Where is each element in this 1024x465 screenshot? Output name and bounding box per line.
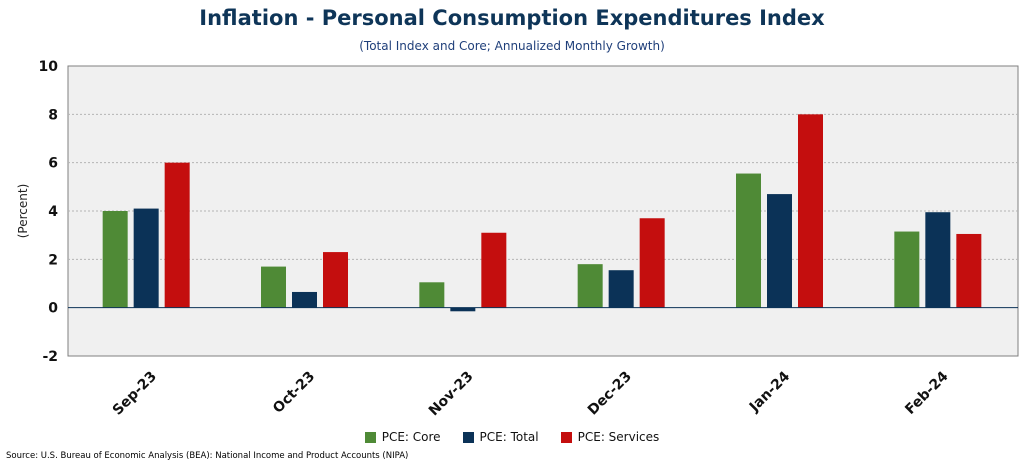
legend-swatch-core (364, 431, 376, 443)
bar-pce-core-dec-23 (577, 264, 603, 308)
x-tick-label: Nov-23 (426, 368, 477, 419)
bar-pce-total-nov-23 (450, 307, 476, 312)
bar-pce-total-jan-24 (767, 194, 792, 308)
bar-pce-total-dec-23 (608, 270, 634, 308)
bar-pce-core-feb-24 (894, 231, 920, 308)
bar-pce-total-oct-23 (292, 291, 317, 308)
bar-pce-core-oct-23 (261, 266, 286, 308)
bar-pce-services-oct-23 (323, 252, 348, 308)
legend-label-core: PCE: Core (381, 430, 441, 444)
legend-label-total: PCE: Total (479, 430, 539, 444)
x-tick-label: Oct-23 (270, 368, 318, 416)
bar-pce-services-feb-24 (956, 233, 982, 308)
legend-item-services: PCE: Services (560, 430, 660, 444)
y-tick-label: 10 (39, 59, 59, 75)
y-tick-label: 8 (48, 107, 58, 123)
bar-pce-core-jan-24 (736, 173, 761, 308)
y-axis-label: (Percent) (16, 184, 30, 239)
y-tick-label: 4 (48, 204, 58, 220)
legend: PCE: Core PCE: Total PCE: Services (0, 430, 1024, 444)
y-tick-label: 6 (48, 156, 58, 172)
bar-pce-services-sep-23 (164, 162, 190, 308)
x-tick-label: Jan-24 (746, 368, 793, 415)
chart-subtitle: (Total Index and Core; Annualized Monthl… (359, 39, 665, 53)
legend-item-total: PCE: Total (462, 430, 539, 444)
x-tick-label: Feb-24 (902, 368, 952, 418)
legend-item-core: PCE: Core (364, 430, 441, 444)
source-note: Source: U.S. Bureau of Economic Analysis… (6, 451, 409, 461)
legend-swatch-total (462, 431, 474, 443)
bar-pce-total-sep-23 (133, 208, 159, 308)
chart-title: Inflation - Personal Consumption Expendi… (199, 6, 825, 30)
bar-pce-services-nov-23 (481, 232, 507, 308)
y-tick-label: -2 (42, 349, 58, 365)
bar-pce-services-dec-23 (639, 218, 665, 308)
bar-pce-core-sep-23 (102, 211, 128, 308)
bar-pce-total-feb-24 (925, 212, 951, 308)
x-tick-label: Dec-23 (585, 368, 635, 418)
y-tick-label: 0 (48, 301, 58, 317)
legend-label-services: PCE: Services (577, 430, 660, 444)
y-tick-label: 2 (48, 252, 58, 268)
legend-swatch-services (560, 431, 572, 443)
bars (102, 114, 982, 312)
bar-pce-core-nov-23 (419, 282, 445, 308)
x-tick-label: Sep-23 (110, 368, 160, 418)
bar-pce-services-jan-24 (798, 114, 823, 308)
plot-area (67, 65, 1019, 357)
